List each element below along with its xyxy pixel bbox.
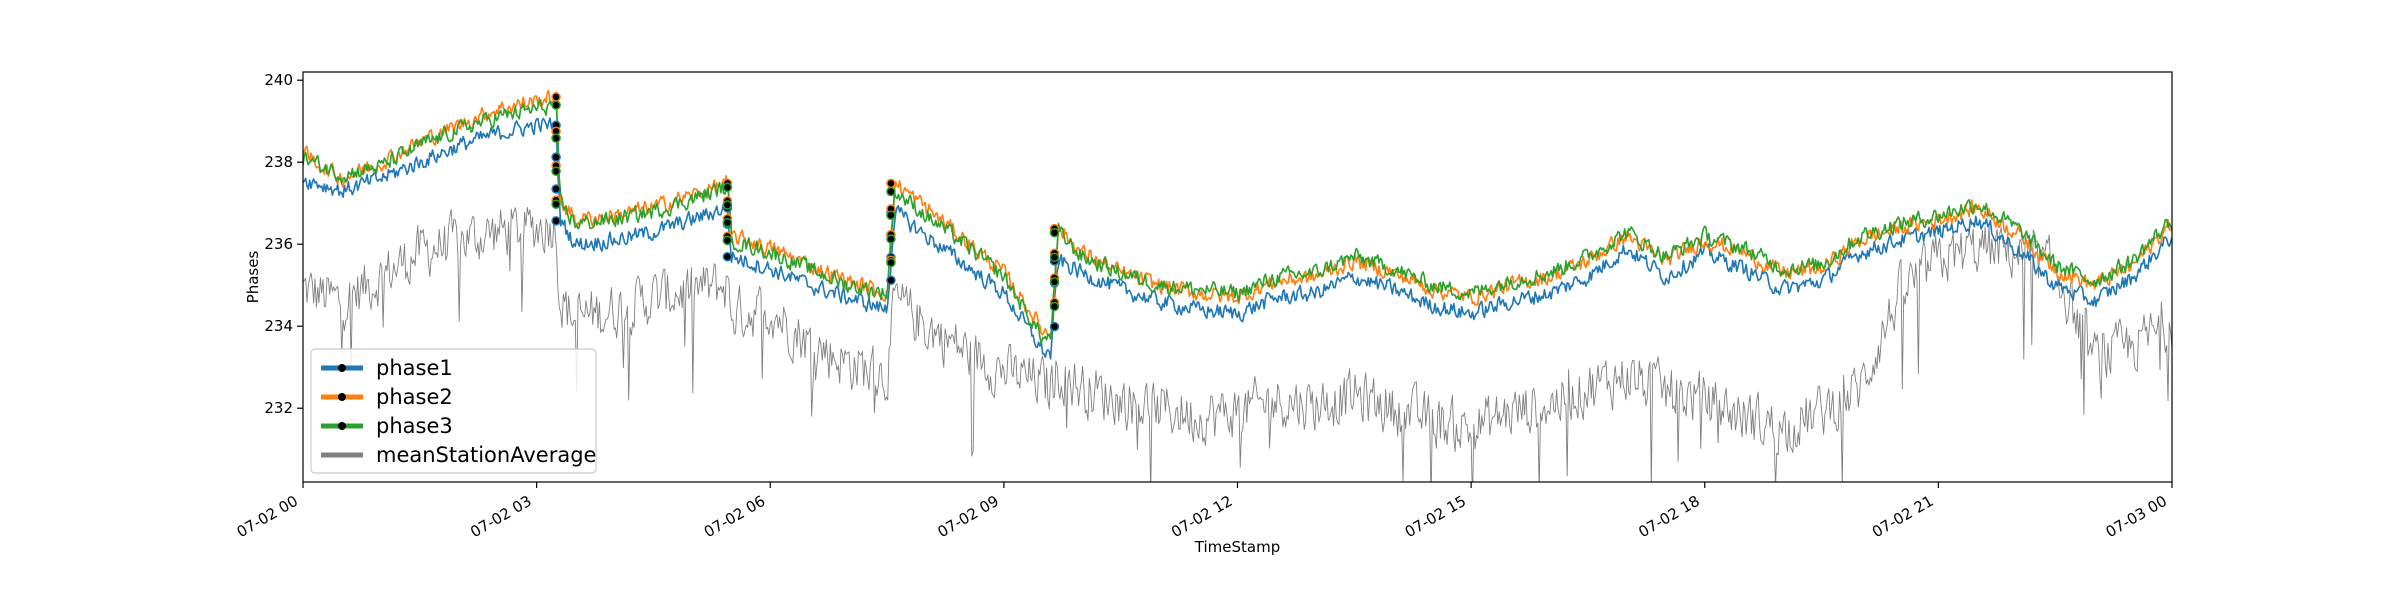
step-marker-phase3: [1049, 277, 1060, 287]
step-marker-phase3: [1049, 301, 1060, 312]
series-line-phase1: [303, 117, 2172, 360]
series-line-phase3: [303, 98, 2172, 345]
y-tick-label: 232: [264, 399, 293, 417]
step-marker-phase3: [551, 100, 561, 110]
x-tick-label: 07-02 21: [1869, 492, 1936, 541]
x-axis-ticks: 07-02 00 07-02 03 07-02 06 07-02 09 07-02 12…: [234, 482, 2173, 541]
legend-label-phase1: phase1: [376, 356, 453, 380]
y-tick-label: 240: [264, 71, 293, 89]
marker-layer: [551, 92, 1060, 332]
step-marker-phase1: [1049, 321, 1060, 332]
x-tick-label: 07-02 12: [1168, 492, 1235, 541]
step-marker-phase3: [551, 133, 561, 143]
legend-marker-phase1: [338, 364, 346, 372]
step-marker-phase3: [886, 257, 896, 268]
series-line-meanStationAverage: [303, 206, 2172, 482]
legend-label-phase3: phase3: [376, 414, 453, 438]
legend-marker-phase2: [338, 393, 346, 401]
legend-marker-phase3: [338, 422, 346, 430]
x-tick-label: 07-02 09: [934, 492, 1001, 541]
y-axis-ticks: 232 234 236 238 240: [264, 71, 303, 417]
y-tick-label: 238: [264, 153, 293, 171]
step-marker-phase3: [886, 210, 896, 220]
x-tick-label: 07-02 03: [467, 492, 534, 541]
y-axis-label: Phases: [244, 251, 262, 304]
step-marker-phase3: [886, 186, 896, 197]
series-line-phase2: [303, 89, 2172, 340]
step-marker-phase3: [722, 182, 733, 193]
step-marker-phase3: [722, 235, 733, 246]
y-tick-label: 236: [264, 235, 293, 253]
step-marker-phase2: [551, 92, 561, 102]
step-marker-phase3: [886, 234, 896, 244]
x-tick-label: 07-02 15: [1402, 492, 1469, 541]
step-marker-phase3: [551, 166, 561, 176]
step-marker-phase1: [551, 184, 561, 194]
x-tick-label: 07-02 18: [1635, 492, 1702, 541]
legend-box: [310, 348, 597, 474]
x-tick-label: 07-02 00: [234, 492, 301, 541]
step-marker-phase3: [722, 217, 733, 228]
x-tick-label: 07-02 06: [701, 492, 768, 541]
step-marker-phase3: [1049, 252, 1060, 263]
x-axis-label: TimeStamp: [1194, 538, 1280, 556]
step-marker-phase3: [1049, 227, 1060, 238]
step-marker-phase1: [722, 251, 733, 262]
step-marker-phase1: [551, 216, 561, 226]
x-tick-label: 07-03 00: [2103, 492, 2170, 541]
step-marker-phase3: [722, 200, 733, 210]
legend-label-meanStationAverage: meanStationAverage: [376, 443, 596, 467]
legend: phase1 phase2 phase3 meanStationAverage: [310, 348, 597, 474]
step-marker-phase3: [551, 199, 561, 209]
step-marker-phase1: [551, 152, 561, 162]
step-marker-phase2: [886, 178, 896, 189]
legend-label-phase2: phase2: [376, 385, 453, 409]
series-layer: [303, 89, 2172, 482]
y-tick-label: 234: [264, 317, 293, 335]
step-marker-phase1: [886, 275, 896, 286]
